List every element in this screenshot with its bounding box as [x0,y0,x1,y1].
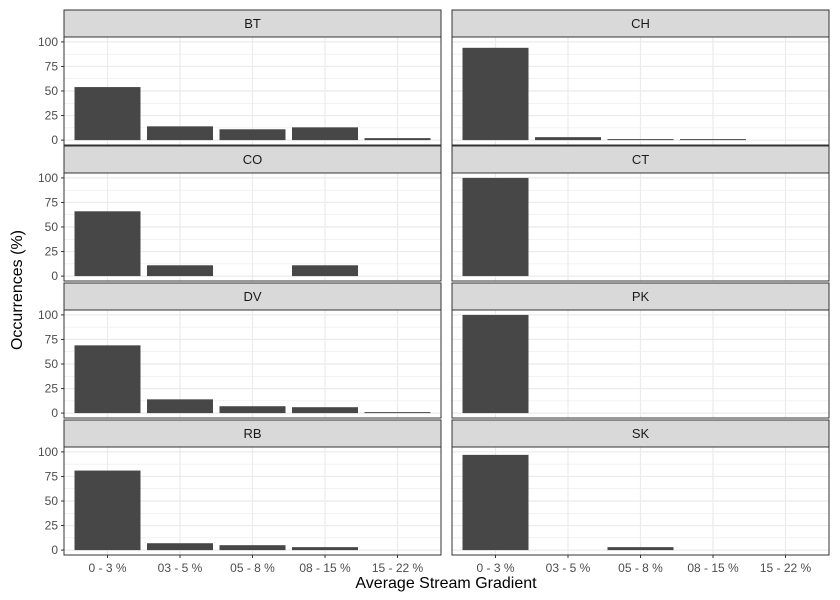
panel-strip [451,282,830,311]
panel-strip [63,9,442,38]
bar-bt-3 [292,127,358,141]
bar-sk-0 [462,454,529,551]
x-ticks-layer: 0 - 3 % 03 - 5 % 05 - 8 % 08 - 15 % 15 - 22 … [88,555,812,575]
x-tick-label: 0 - 3 % [476,561,514,575]
panel-strip-label: CO [243,152,263,167]
bar-sk-2 [607,547,674,551]
y-tick-label: 25 [45,519,59,533]
bar-co-0 [74,211,141,277]
bar-pk-0 [462,314,529,414]
x-axis-title: Average Stream Gradient [355,575,537,592]
panel-strip-label: RB [243,426,261,441]
y-tick-label: 75 [45,195,59,209]
bar-rb-2 [219,545,286,551]
y-tick-label: 0 [51,269,58,283]
panel-strip [451,9,830,38]
y-tick-label: 75 [45,332,59,346]
bar-bt-0 [74,87,141,141]
bar-ch-0 [462,47,529,141]
panel-strip-label: BT [244,16,261,31]
x-tick-label: 0 - 3 % [88,561,126,575]
panel-strip [451,419,830,448]
bar-rb-1 [147,543,213,551]
bar-dv-2 [219,406,286,414]
bar-dv-1 [147,399,213,414]
panels-layer: BT CH CO CT DV PK RB SK [63,9,830,556]
bar-dv-0 [74,345,141,414]
panel-strip-label: CT [632,152,649,167]
bar-rb-3 [292,547,358,551]
y-axis-title: Occurrences (%) [9,230,26,350]
panel-strip [63,419,442,448]
panel-ch: CH [451,9,830,146]
panel-co: CO [63,145,442,282]
bar-co-3 [292,265,358,277]
panel-ct: CT [451,145,830,282]
y-tick-label: 100 [38,171,58,185]
bar-dv-4 [364,412,431,414]
bar-bt-1 [147,126,213,141]
y-tick-label: 25 [45,109,59,123]
y-tick-label: 50 [45,220,59,234]
panel-strip-label: PK [632,289,650,304]
panel-pk: PK [451,282,830,419]
bar-ch-1 [535,137,601,141]
panel-strip-label: CH [631,16,650,31]
y-tick-label: 100 [38,308,58,322]
y-tick-label: 25 [45,245,59,259]
bar-rb-0 [74,470,141,551]
bar-co-1 [147,265,213,277]
x-tick-label: 15 - 22 % [760,561,812,575]
bar-ch-2 [607,139,674,141]
bar-dv-3 [292,407,358,414]
x-tick-label: 03 - 5 % [158,561,203,575]
y-tick-label: 75 [45,59,59,73]
x-tick-label: 05 - 8 % [618,561,663,575]
panel-dv: DV [63,282,442,419]
y-tick-label: 0 [51,543,58,557]
bar-ct-0 [462,177,529,277]
bar-bt-4 [364,138,431,141]
y-tick-label: 25 [45,382,59,396]
panel-strip [451,145,830,174]
panel-border [451,36,830,146]
panel-sk: SK [451,419,830,556]
y-tick-label: 50 [45,494,59,508]
y-tick-label: 0 [51,406,58,420]
y-tick-label: 75 [45,469,59,483]
panel-strip [63,145,442,174]
bar-ch-3 [680,139,746,141]
y-tick-label: 50 [45,357,59,371]
panel-border [451,172,830,282]
panel-strip-label: DV [243,289,261,304]
x-tick-label: 05 - 8 % [230,561,275,575]
y-tick-label: 50 [45,84,59,98]
y-ticks-layer: 0 25 50 75 100 0 25 50 75 100 0 25 50 75 100 0 25 50 75 100 [38,35,64,557]
panel-rb: RB [63,419,442,556]
y-tick-label: 100 [38,445,58,459]
x-tick-label: 15 - 22 % [372,561,424,575]
x-tick-label: 03 - 5 % [546,561,591,575]
y-tick-label: 100 [38,35,58,49]
x-tick-label: 08 - 15 % [687,561,739,575]
panel-border [451,309,830,419]
bar-bt-2 [219,129,286,141]
x-tick-label: 08 - 15 % [299,561,351,575]
y-tick-label: 0 [51,133,58,147]
panel-bt: BT [63,9,442,146]
panel-strip-label: SK [632,426,650,441]
